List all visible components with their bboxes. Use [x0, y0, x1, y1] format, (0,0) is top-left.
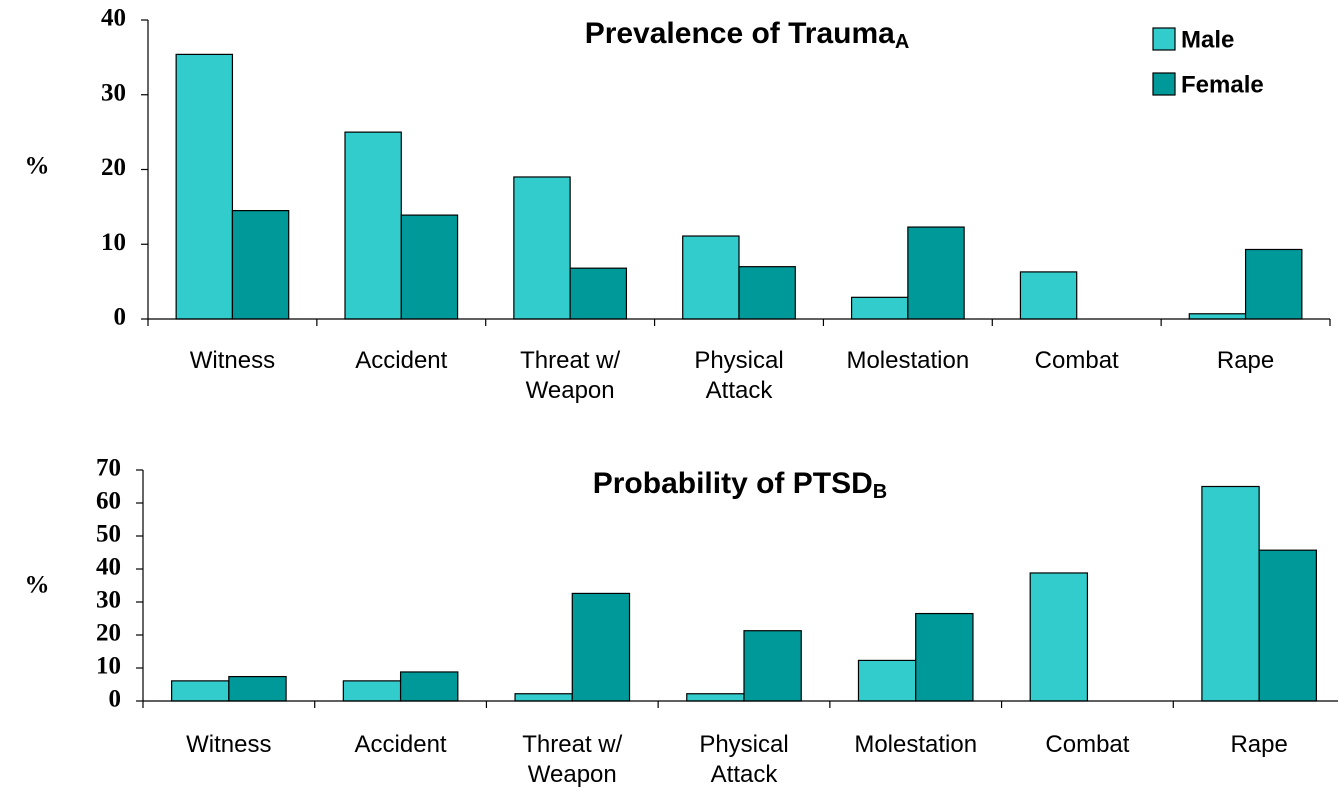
bar — [915, 612, 974, 702]
bar — [175, 53, 234, 320]
y-tick-label: 0 — [109, 686, 122, 713]
x-tick-label: Rape — [1216, 347, 1275, 374]
y-tick-label: 20 — [96, 620, 121, 647]
chart-title: Probability of PTSDB — [593, 467, 887, 503]
y-axis-label: % — [25, 153, 50, 180]
bar — [1029, 572, 1089, 702]
y-tick-label: 10 — [96, 653, 121, 680]
bar — [850, 296, 909, 320]
bar — [743, 630, 802, 702]
bar — [1188, 313, 1247, 320]
x-tick-label: Threat w/ Weapon — [522, 731, 623, 788]
bar — [514, 693, 573, 702]
bar — [400, 214, 459, 320]
chart-title-text: Probability of PTSD — [593, 467, 873, 500]
bar — [1019, 271, 1078, 320]
bar — [171, 680, 230, 702]
chart-title-subscript: B — [873, 481, 887, 503]
legend-label: Female — [1181, 71, 1264, 98]
bar — [231, 210, 290, 320]
bar — [1258, 549, 1317, 702]
y-tick-label: 70 — [96, 455, 121, 482]
y-axis-label: % — [25, 572, 50, 599]
x-tick-label: Rape — [1230, 731, 1288, 758]
bar — [686, 693, 745, 702]
y-tick-label: 30 — [96, 587, 121, 614]
bar — [569, 267, 628, 320]
bar — [682, 235, 740, 320]
y-tick-label: 20 — [101, 154, 126, 181]
x-tick-label: Accident — [355, 347, 448, 374]
bar — [344, 131, 402, 320]
x-tick-label: Combat — [1045, 731, 1130, 758]
chart-title-subscript: A — [895, 31, 909, 53]
x-tick-label: Threat w/ Weapon — [520, 347, 621, 404]
x-tick-label: Physical Attack — [699, 731, 789, 788]
y-tick-label: 10 — [101, 229, 126, 256]
y-tick-label: 60 — [96, 488, 121, 515]
chart-title-text: Prevalence of Trauma — [585, 17, 895, 50]
x-tick-label: Combat — [1034, 347, 1119, 374]
bar — [513, 176, 571, 320]
bar — [399, 671, 459, 702]
legend-swatch — [1152, 72, 1176, 96]
x-tick-label: Witness — [186, 731, 272, 758]
x-tick-label: Accident — [354, 731, 447, 758]
bar — [857, 659, 917, 702]
x-tick-label: Witness — [189, 347, 276, 374]
bar — [342, 680, 402, 702]
y-tick-label: 50 — [96, 521, 121, 548]
bar — [228, 675, 287, 702]
bar — [1244, 248, 1303, 320]
bar — [738, 266, 796, 320]
bar — [1201, 485, 1260, 702]
bar — [907, 226, 965, 320]
legend-label: Male — [1181, 26, 1234, 53]
chart-title: Prevalence of TraumaA — [585, 17, 910, 53]
y-tick-label: 30 — [101, 79, 126, 106]
x-tick-label: Molestation — [854, 731, 978, 758]
y-tick-label: 40 — [101, 5, 126, 32]
legend-swatch — [1152, 27, 1176, 51]
x-tick-label: Molestation — [846, 347, 970, 374]
y-tick-label: 0 — [114, 304, 127, 331]
x-tick-label: Physical Attack — [694, 347, 784, 404]
y-tick-label: 40 — [96, 554, 121, 581]
bar — [571, 592, 631, 702]
